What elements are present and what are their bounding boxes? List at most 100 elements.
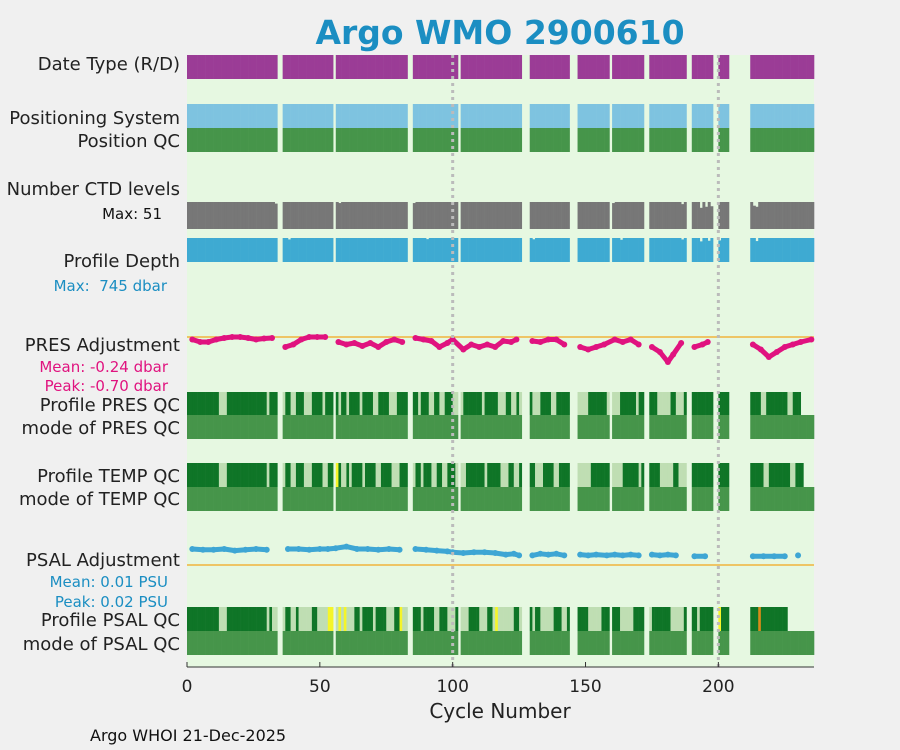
temp-qc-mode-bar-cycle-187 [683, 487, 687, 511]
pres-qc-cell-cycle-203 [726, 392, 730, 415]
profile-depth-bar-cycle-195 [705, 238, 709, 262]
pres-qc-mode-bar-cycle-227 [790, 415, 794, 439]
ctd-level-bar-cycle-220 [771, 202, 775, 229]
psal-qc-mode-bar-cycle-194 [702, 631, 706, 655]
pres-adjustment-point [545, 336, 552, 343]
pres-qc-cell-cycle-66 [362, 392, 366, 415]
psal-adjustment-point [354, 546, 361, 552]
date-type-bar-cycle-22 [245, 55, 249, 79]
psal-qc-cell-cycle-52 [325, 607, 329, 631]
positioning-bar-cycle-73 [380, 104, 384, 128]
pres-qc-mode-bar-cycle-141 [561, 415, 565, 439]
temp-qc-cell-cycle-133 [540, 463, 544, 487]
position-qc-bar-cycle-175 [651, 128, 655, 152]
temp-qc-mode-bar-cycle-31 [269, 487, 273, 511]
temp-qc-mode-bar-cycle-155 [598, 487, 602, 511]
profile-depth-bar-cycle-9 [210, 238, 214, 262]
pres-qc-cell-cycle-54 [330, 392, 334, 415]
pres-qc-mode-bar-cycle-43 [301, 415, 305, 439]
ctd-level-bar-cycle-90 [426, 202, 430, 229]
psal-adjustment-point [691, 553, 698, 560]
psal-adjustment-point [470, 549, 477, 556]
pres-qc-mode-bar-cycle-24 [250, 415, 254, 439]
psal-adjustment-point [433, 547, 440, 554]
profile-depth-bar-cycle-105 [465, 238, 469, 262]
psal-qc-cell-cycle-150 [585, 607, 589, 631]
pres-qc-mode-bar-cycle-156 [601, 415, 605, 439]
pres-qc-cell-cycle-41 [295, 392, 299, 415]
profile-depth-bar-cycle-100 [452, 238, 456, 262]
ctd-level-bar-cycle-10 [213, 202, 217, 229]
positioning-bar-cycle-113 [487, 104, 491, 128]
psal-qc-cell-cycle-184 [675, 607, 679, 631]
position-qc-bar-cycle-89 [423, 128, 427, 152]
pres-qc-cell-cycle-120 [505, 392, 509, 415]
temp-qc-cell-cycle-190 [691, 463, 695, 487]
pres-qc-mode-bar-cycle-101 [455, 415, 459, 439]
pres-adjustment-point [412, 335, 419, 341]
psal-qc-mode-bar-cycle-154 [596, 631, 600, 655]
profile-depth-bar-cycle-45 [306, 238, 310, 262]
position-qc-bar-cycle-165 [625, 128, 629, 152]
date-type-bar-cycle-100 [452, 55, 456, 79]
positioning-bar-cycle-154 [596, 104, 600, 128]
positioning-bar-cycle-223 [779, 104, 783, 128]
ctd-level-bar-cycle-75 [386, 202, 390, 229]
pres-qc-cell-cycle-31 [269, 392, 273, 415]
pres-qc-mode-bar-cycle-25 [253, 415, 257, 439]
ctd-level-bar-cycle-15 [226, 202, 230, 229]
pres-qc-cell-cycle-175 [651, 392, 655, 415]
profile-depth-bar-cycle-141 [561, 238, 565, 262]
position-qc-bar-cycle-54 [330, 128, 334, 152]
ctd-level-bar-cycle-153 [593, 202, 597, 229]
temp-qc-mode-bar-cycle-63 [354, 487, 358, 511]
temp-qc-cell-cycle-225 [784, 463, 788, 487]
temp-qc-cell-cycle-223 [779, 463, 783, 487]
psal-qc-cell-cycle-72 [378, 607, 382, 631]
temp-qc-mode-bar-cycle-152 [590, 487, 594, 511]
profile-depth-bar-cycle-103 [460, 238, 464, 262]
positioning-bar-cycle-122 [511, 104, 515, 128]
temp-qc-mode-bar-cycle-42 [298, 487, 302, 511]
date-type-bar-cycle-166 [628, 55, 631, 79]
temp-qc-mode-bar-cycle-167 [630, 487, 634, 511]
positioning-bar-cycle-169 [635, 104, 639, 128]
date-type-bar-cycle-24 [250, 55, 254, 79]
date-type-bar-cycle-201 [721, 55, 724, 79]
psal-qc-cell-cycle-222 [776, 607, 780, 631]
date-type-bar-cycle-76 [388, 55, 392, 79]
profile-depth-bar-cycle-13 [221, 238, 225, 262]
temp-qc-mode-bar-cycle-19 [237, 487, 241, 511]
temp-qc-cell-cycle-62 [351, 463, 355, 487]
date-type-bar-cycle-233 [806, 55, 809, 79]
pres-qc-mode-bar-cycle-142 [564, 415, 568, 439]
pres-qc-mode-bar-cycle-138 [553, 415, 557, 439]
date-type-bar-cycle-179 [662, 55, 666, 79]
psal-qc-cell-cycle-155 [598, 607, 602, 631]
profile-depth-bar-cycle-115 [492, 238, 496, 262]
psal-qc-cell-cycle-143 [566, 607, 570, 631]
profile-depth-bar-cycle-15 [226, 238, 230, 262]
pres-qc-cell-cycle-51 [322, 392, 326, 415]
psal-qc-cell-cycle-116 [495, 607, 499, 631]
positioning-bar-cycle-82 [404, 104, 408, 128]
psal-qc-cell-cycle-47 [311, 607, 315, 631]
pres-qc-mode-bar-cycle-12 [218, 415, 222, 439]
temp-qc-mode-bar-cycle-105 [465, 487, 469, 511]
pres-qc-cell-cycle-93 [434, 392, 438, 415]
pres-qc-mode-bar-cycle-223 [779, 415, 783, 439]
ctd-level-bar-cycle-36 [282, 202, 286, 229]
temp-qc-cell-cycle-226 [787, 463, 791, 487]
positioning-bar-cycle-156 [601, 104, 605, 128]
position-qc-bar-cycle-78 [394, 128, 398, 152]
positioning-bar-cycle-96 [442, 104, 446, 128]
positioning-bar-cycle-37 [285, 104, 289, 128]
positioning-bar-cycle-111 [481, 104, 485, 128]
psal-qc-mode-bar-cycle-113 [487, 631, 491, 655]
psal-adjustment-point [481, 549, 488, 556]
pres-qc-mode-bar-cycle-132 [537, 415, 541, 439]
pres-qc-mode-bar-cycle-95 [439, 415, 443, 439]
temp-qc-cell-cycle-97 [444, 463, 448, 487]
pres-qc-mode-bar-cycle-29 [264, 415, 268, 439]
positioning-bar-cycle-232 [803, 104, 807, 128]
